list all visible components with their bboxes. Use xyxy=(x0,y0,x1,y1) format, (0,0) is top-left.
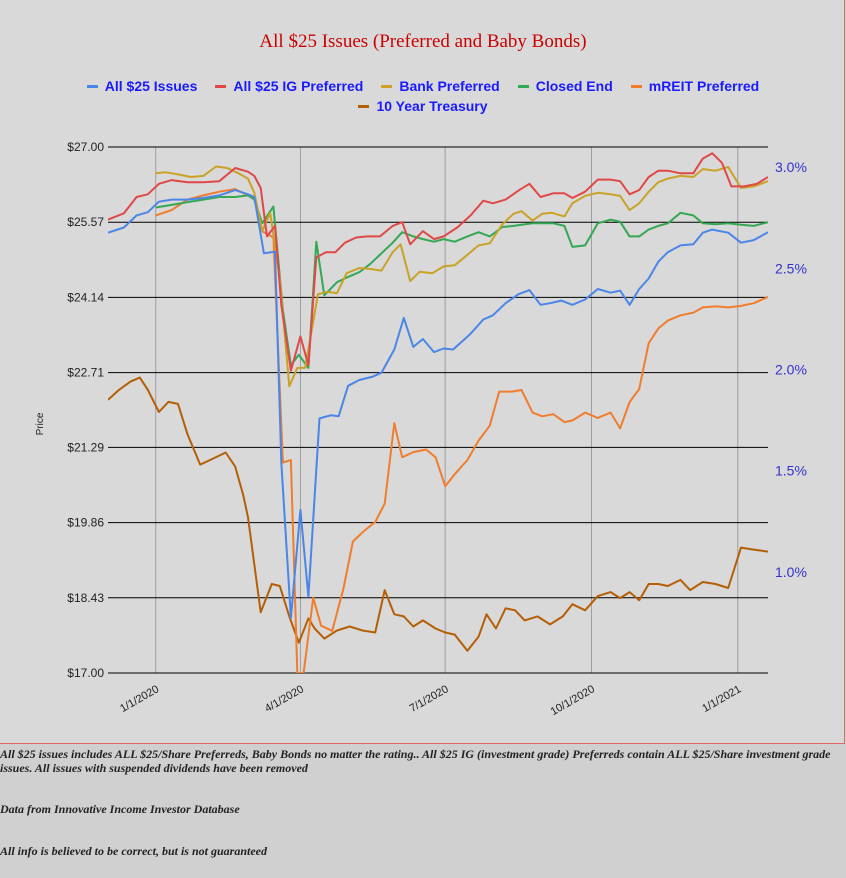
y2-tick-label: 2.5% xyxy=(775,260,807,276)
legend-item: All $25 IG Preferred xyxy=(215,76,363,96)
legend-row: 10 Year Treasury xyxy=(0,96,846,116)
legend-label: mREIT Preferred xyxy=(648,78,760,94)
series-line-10-year-treasury xyxy=(108,376,768,652)
footnote-disclaimer: All info is believed to be correct, but … xyxy=(0,844,267,858)
y-tick-label: $24.14 xyxy=(67,290,104,304)
y-tick-label: $27.00 xyxy=(67,140,104,154)
series-line-all-25-ig-preferred xyxy=(108,152,768,372)
legend-swatch xyxy=(358,104,370,108)
legend-row: All $25 Issues All $25 IG Preferred Bank P… xyxy=(0,76,846,96)
legend-swatch xyxy=(381,84,393,88)
line-chart: $27.00 $25.57 $24.14 $22.71 $21.29 $19.86 $18.… xyxy=(35,140,807,718)
y-tick-label: $17.00 xyxy=(67,666,104,680)
legend-label: 10 Year Treasury xyxy=(376,98,488,114)
y2-tick-label: 1.5% xyxy=(775,463,807,479)
legend-label: All $25 IG Preferred xyxy=(233,78,364,94)
x-tick-label: 7/1/2020 xyxy=(408,683,451,715)
x-tick-label: 1/1/2020 xyxy=(118,683,161,715)
x-tick-label: 4/1/2020 xyxy=(263,683,306,715)
series-line-closed-end xyxy=(155,194,768,369)
legend: All $25 Issues All $25 IG Preferred Bank P… xyxy=(0,76,846,116)
y2-tick-label: 1.0% xyxy=(775,564,807,580)
series-line-bank-preferred xyxy=(155,165,768,388)
y-axis-title: Price xyxy=(35,412,46,435)
legend-item: Bank Preferred xyxy=(381,76,500,96)
y-tick-label: $21.29 xyxy=(67,440,104,454)
footnote-definitions: All $25 issues includes ALL $25/Share Pr… xyxy=(0,747,831,775)
legend-swatch xyxy=(86,84,98,88)
legend-label: Closed End xyxy=(535,78,613,94)
legend-item: mREIT Preferred xyxy=(630,76,760,96)
legend-item: Closed End xyxy=(517,76,613,96)
x-tick-label: 10/1/2020 xyxy=(549,683,597,718)
y-tick-label: $25.57 xyxy=(67,215,104,229)
series-line-all-25-issues xyxy=(108,189,768,619)
legend-item: 10 Year Treasury xyxy=(358,96,488,116)
y-tick-label: $22.71 xyxy=(67,366,104,380)
legend-item: All $25 Issues xyxy=(86,76,198,96)
legend-swatch xyxy=(215,84,227,88)
x-tick-label: 1/1/2021 xyxy=(700,683,743,715)
y2-tick-label: 2.0% xyxy=(775,362,807,378)
y2-tick-label: 3.0% xyxy=(775,159,807,175)
legend-label: All $25 Issues xyxy=(104,78,198,94)
legend-swatch xyxy=(630,84,642,88)
y-tick-label: $19.86 xyxy=(67,516,104,530)
footnote-data-source: Data from Innovative Income Investor Dat… xyxy=(0,802,240,816)
series-line-mreit-preferred xyxy=(155,188,768,673)
legend-swatch xyxy=(517,84,529,88)
chart-title: All $25 Issues (Preferred and Baby Bonds… xyxy=(259,31,587,52)
y-tick-label: $18.43 xyxy=(67,591,104,605)
legend-label: Bank Preferred xyxy=(399,78,500,94)
